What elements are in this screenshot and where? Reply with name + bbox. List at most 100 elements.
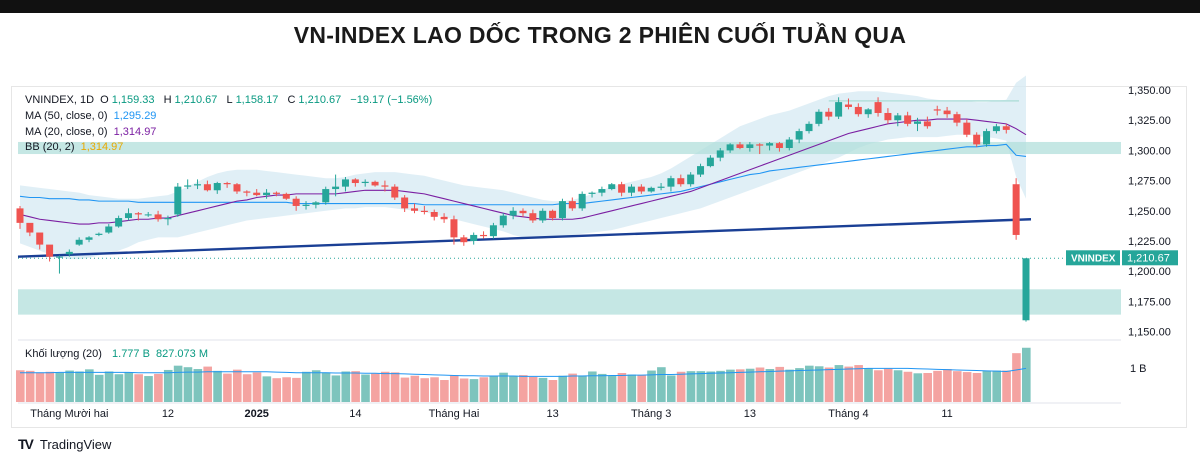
volume-bar: [45, 371, 55, 402]
candle: [647, 187, 655, 192]
volume-bar: [85, 369, 94, 402]
candle: [578, 193, 586, 209]
x-tick-label: Tháng Mười hai: [30, 408, 108, 420]
page-title: VN-INDEX LAO DỐC TRONG 2 PHIÊN CUỐI TUẦN…: [293, 22, 907, 48]
candle: [312, 202, 320, 205]
volume-bar: [588, 371, 597, 402]
candle: [332, 186, 340, 190]
x-tick-label: 14: [349, 408, 361, 420]
candle: [174, 186, 182, 215]
volume-bar: [163, 369, 173, 402]
x-tick-label: Tháng Hai: [429, 408, 480, 420]
candle: [26, 222, 34, 233]
candle: [894, 115, 902, 121]
volume-bar: [420, 378, 429, 402]
volume-bar: [311, 370, 321, 402]
candle: [253, 192, 261, 196]
candle: [588, 192, 596, 194]
volume-bar: [321, 372, 331, 402]
x-tick-label: 2025: [244, 408, 268, 420]
candle: [825, 111, 833, 117]
x-tick-label: 13: [744, 408, 756, 420]
tradingview-name: TradingView: [39, 436, 112, 452]
candle: [815, 111, 823, 124]
candle: [539, 210, 547, 221]
candle: [322, 189, 330, 203]
candle: [519, 210, 527, 214]
candle: [844, 104, 852, 107]
candle: [401, 197, 409, 209]
volume-bar: [400, 377, 410, 402]
volume-bar: [282, 377, 291, 402]
legend-high-value: 1,210.67: [174, 94, 218, 106]
legend-close-label: C: [287, 94, 296, 106]
volume-bar: [519, 375, 528, 402]
candle: [756, 144, 764, 146]
volume-bar: [134, 374, 143, 402]
candle: [282, 193, 290, 199]
volume-bar: [489, 376, 499, 402]
candle: [243, 191, 251, 193]
volume-bar: [499, 372, 508, 402]
candle: [568, 201, 576, 209]
candle: [973, 134, 981, 145]
support-zone-1: [18, 289, 1121, 315]
tradingview-logo[interactable]: TV TradingView: [18, 436, 111, 452]
tradingview-icon: TV: [18, 436, 34, 452]
bollinger-band-fill: [20, 75, 1026, 260]
legend-open-label: O: [100, 94, 109, 106]
volume-bar: [706, 371, 715, 402]
candle: [144, 214, 152, 216]
candle: [697, 166, 705, 175]
ma50-label: MA (50, close, 0): [25, 110, 108, 122]
volume-label: Khối lượng (20): [25, 348, 102, 360]
y-tick-label: 1,325.00: [1128, 115, 1171, 127]
candle: [36, 232, 44, 245]
candle: [914, 121, 922, 124]
volume-bar: [361, 374, 370, 402]
volume-bar: [203, 366, 212, 402]
volume-tick-label: 1 B: [1130, 363, 1147, 375]
candle: [203, 184, 211, 191]
volume-bar: [548, 380, 558, 402]
candle: [115, 218, 123, 227]
candle: [864, 109, 872, 115]
price-tag-value-bg: [1122, 250, 1178, 266]
volume-bar: [795, 368, 804, 402]
volume-bar: [834, 365, 844, 402]
candle: [361, 181, 369, 184]
candle: [992, 126, 1000, 132]
candle: [766, 143, 774, 146]
candle: [134, 213, 142, 215]
candle: [302, 204, 310, 206]
candle: [943, 110, 951, 115]
volume-bar: [735, 369, 745, 402]
x-tick-label: 11: [941, 408, 952, 420]
volume-bar: [183, 367, 193, 402]
candle: [164, 218, 172, 220]
candle: [657, 186, 665, 188]
volume-bar: [242, 374, 252, 402]
volume-bar: [933, 370, 942, 402]
candle: [637, 186, 645, 192]
volume-bar: [943, 369, 952, 402]
candle: [667, 178, 675, 187]
volume-bar: [745, 368, 755, 402]
volume-bar: [1022, 347, 1031, 402]
candle: [46, 244, 54, 257]
x-tick-label: 12: [162, 408, 174, 420]
support-zone-0: [18, 141, 1121, 155]
volume-bar: [262, 376, 272, 402]
candle: [726, 144, 734, 151]
y-tick-label: 1,225.00: [1128, 236, 1171, 248]
legend-open-value: 1,159.33: [111, 94, 155, 106]
y-tick-label: 1,250.00: [1128, 206, 1171, 218]
ma20-value: 1,314.97: [113, 126, 157, 138]
candle: [292, 198, 300, 206]
candle: [884, 112, 892, 121]
volume-bar: [331, 375, 341, 402]
volume-bar: [430, 377, 439, 402]
candle: [983, 131, 991, 145]
candle: [933, 109, 941, 111]
